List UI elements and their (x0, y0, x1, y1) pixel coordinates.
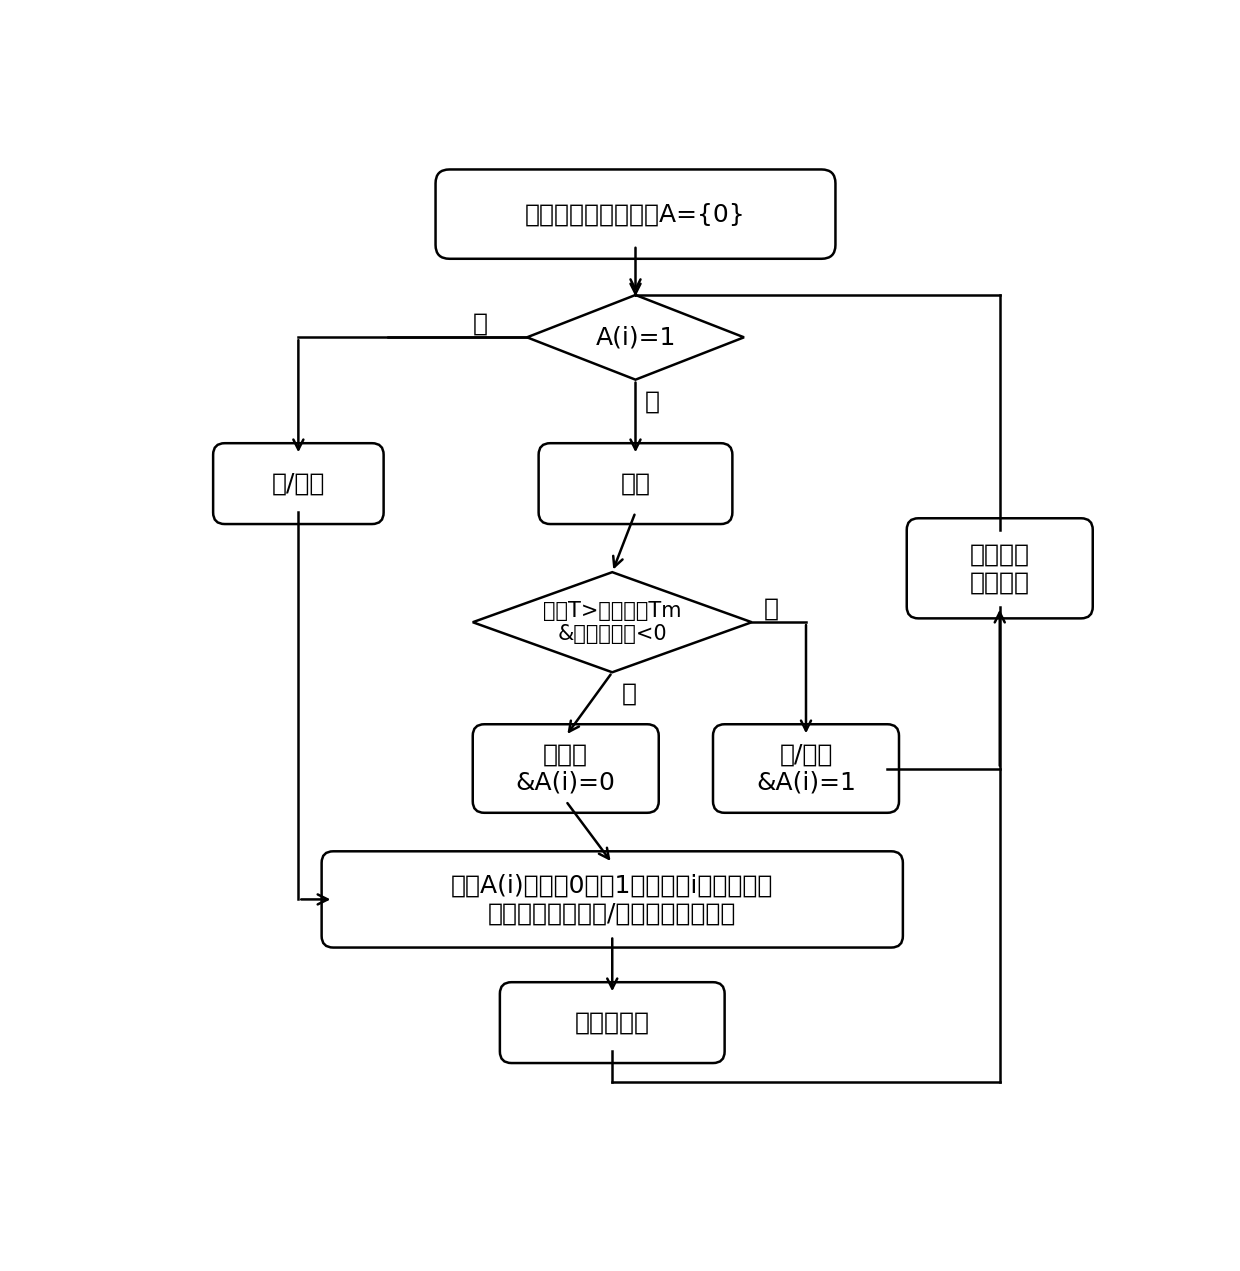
Polygon shape (472, 572, 751, 672)
Text: 根据A(i)的值为0或者1，对单元i赋予粉末金
属材料属性或者固/液态金属材料属性: 根据A(i)的值为0或者1，对单元i赋予粉末金 属材料属性或者固/液态金属材料属… (451, 873, 774, 925)
Text: 否: 否 (621, 681, 636, 705)
Text: 初始化材料属性数组A={0}: 初始化材料属性数组A={0} (525, 202, 746, 226)
Text: 粉末态
&A(i)=0: 粉末态 &A(i)=0 (516, 742, 616, 794)
FancyBboxPatch shape (213, 444, 383, 524)
FancyBboxPatch shape (500, 982, 724, 1063)
FancyBboxPatch shape (472, 724, 658, 812)
Text: 是: 是 (764, 596, 779, 620)
Text: 温度T>液化温度Tm
&温度变化率<0: 温度T>液化温度Tm &温度变化率<0 (543, 601, 682, 644)
FancyBboxPatch shape (435, 169, 836, 259)
Polygon shape (527, 295, 744, 380)
Text: 否: 否 (645, 389, 660, 413)
FancyBboxPatch shape (906, 519, 1092, 619)
Text: A(i)=1: A(i)=1 (595, 325, 676, 350)
Text: 进行热计算: 进行热计算 (575, 1010, 650, 1035)
Text: 固/液态
&A(i)=1: 固/液态 &A(i)=1 (756, 742, 856, 794)
Text: 固/液态: 固/液态 (272, 472, 325, 496)
FancyBboxPatch shape (321, 852, 903, 948)
Text: 是: 是 (472, 311, 489, 336)
Text: 下一时刻
计算结果: 下一时刻 计算结果 (970, 543, 1029, 595)
FancyBboxPatch shape (713, 724, 899, 812)
Text: 粉末: 粉末 (620, 472, 651, 496)
FancyBboxPatch shape (538, 444, 733, 524)
